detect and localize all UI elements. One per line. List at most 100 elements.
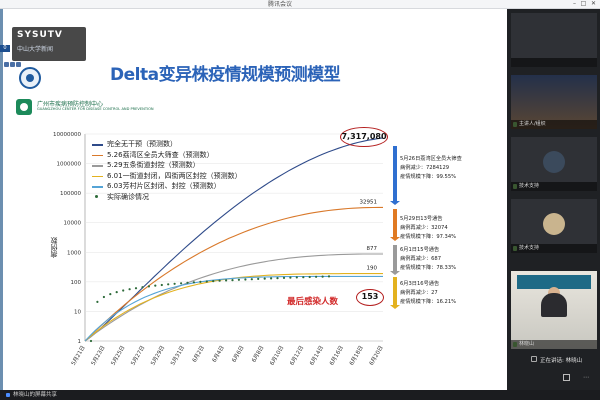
observed-point — [109, 293, 112, 296]
series-line — [84, 137, 384, 342]
observed-point — [295, 276, 298, 279]
participant-tile[interactable]: 林晓山 — [511, 271, 597, 349]
participant-name — [511, 58, 597, 67]
legend-label: 5.29五条街道封控（预测数） — [107, 161, 200, 169]
cdc-name-en: GUANGZHOU CENTER FOR DISEASE CONTROL AND… — [37, 107, 154, 111]
erase-icon[interactable] — [16, 62, 21, 67]
speaker-icon — [531, 356, 537, 362]
x-tick-label: 6月14日 — [308, 345, 325, 367]
maximize-icon[interactable]: □ — [580, 0, 587, 7]
tv-watermark: SYSUTV 中山大学新闻 — [12, 27, 86, 61]
annotation-toolbar[interactable] — [4, 52, 22, 71]
observed-point — [225, 279, 228, 282]
final-infection-value: 153 — [356, 289, 384, 306]
observed-point — [122, 289, 125, 292]
slide-edge — [0, 9, 3, 390]
observed-point — [257, 277, 260, 280]
x-tick-label: 6月20日 — [368, 345, 385, 367]
forecast-chart: 1 10 100 1000 10000 100000 1000000 10000000 5月2… — [53, 132, 400, 367]
observed-point — [244, 278, 247, 281]
no-intervention-callout: 7,317,080 — [340, 127, 388, 147]
observed-point — [302, 276, 305, 279]
legend-label: 5.26荔湾区全员大筛查（预测数） — [107, 150, 214, 159]
legend-item: 完全无干预（预测数） — [92, 139, 292, 150]
observed-point — [96, 300, 99, 303]
series-end-label: 32951 — [360, 199, 378, 205]
participant-tile[interactable] — [511, 13, 597, 67]
final-infection-label: 最后感染人数 — [287, 297, 339, 307]
y-tick-label: 100 — [71, 280, 82, 286]
slide-title: Delta变异株疫情规模预测模型 — [110, 65, 341, 85]
observed-point — [250, 278, 253, 281]
annotation-line: 疫情规模下降：97.34% — [400, 233, 457, 240]
legend-item: 6.01一街道封闭，四街两区封控（预测数） — [92, 171, 292, 182]
annotation-line: 疫情规模下降：78.33% — [400, 264, 457, 271]
participant-tile[interactable]: 技术支持 — [511, 199, 597, 253]
observed-point — [263, 277, 266, 280]
observed-point — [270, 277, 273, 280]
annotation-arrow — [393, 277, 397, 305]
cdc-logo-icon — [16, 99, 32, 115]
participant-tile[interactable]: 主讲人/组织 — [511, 75, 597, 129]
annotation-line: 疫情规模下降：16.21% — [400, 298, 457, 305]
y-tick-label: 10 — [74, 309, 81, 315]
annotation-line: 病例减少：7284129 — [400, 164, 450, 171]
observed-point — [282, 276, 286, 279]
window-title: 腾讯会议 — [268, 1, 293, 8]
annotation-arrow — [393, 146, 397, 201]
observed-point — [276, 277, 279, 280]
series-end-label: 877 — [367, 246, 378, 252]
x-tick-label: 5月31日 — [169, 345, 186, 367]
x-tick-label: 6月4日 — [211, 345, 226, 364]
active-speaker: 正在讲话: 林晓山 — [540, 358, 583, 364]
observed-point — [160, 283, 163, 287]
x-tick-label: 6月12日 — [288, 345, 305, 367]
x-tick-label: 5月23日 — [90, 345, 107, 367]
series-line — [84, 275, 383, 342]
observed-point — [289, 276, 292, 279]
avatar — [543, 151, 565, 173]
pen-icon[interactable] — [4, 62, 9, 67]
legend-label: 完全无干预（预测数） — [107, 140, 177, 148]
participant-tile[interactable]: 技术支持 — [511, 137, 597, 191]
annotation-line: 疫情规模下降：99.55% — [400, 173, 457, 180]
minimize-icon[interactable]: – — [573, 0, 576, 7]
backdrop-screen — [517, 275, 591, 289]
more-icon[interactable]: ⋯ — [583, 374, 589, 381]
observed-point — [115, 291, 118, 294]
chart-legend: 完全无干预（预测数） 5.26荔湾区全员大筛查（预测数） 5.29五条街道封控（… — [92, 139, 292, 202]
x-tick-label: 5月21日 — [70, 345, 87, 367]
observed-point — [199, 280, 202, 283]
expand-icon[interactable] — [563, 374, 570, 381]
x-tick-label: 5月25日 — [110, 345, 127, 367]
observed-point — [237, 278, 240, 281]
observed-point — [147, 285, 150, 288]
annotation-3: 6月1日15号通告 病例再减少：687 疫情规模下降：78.33% — [400, 246, 456, 272]
observed-point — [180, 282, 183, 285]
x-tick-label: 6月6日 — [231, 345, 246, 364]
tv-watermark-subtitle: 中山大学新闻 — [17, 46, 54, 53]
observed-point — [173, 282, 176, 285]
participant-name: 技术支持 — [511, 244, 597, 253]
observed-point — [141, 286, 144, 289]
annotation-2: 5月29日13号通告 病例再减少：32074 疫情规模下降：97.34% — [400, 215, 456, 241]
y-tick-label: 10000000 — [53, 132, 81, 138]
series-line — [84, 253, 383, 342]
legend-item: 实际确诊情况 — [92, 192, 292, 203]
y-axis-label: 病例数 — [50, 237, 58, 258]
x-tick-label: 5月29日 — [149, 345, 166, 367]
close-icon[interactable]: ✕ — [590, 0, 597, 7]
observed-point — [134, 287, 138, 290]
annotation-line: 病例再减少：32074 — [400, 224, 448, 231]
pointer-icon[interactable] — [10, 62, 15, 67]
status-bar: 林晓山的屏幕共享 — [0, 390, 600, 400]
observed-point — [167, 283, 170, 286]
observed-point — [192, 281, 195, 284]
observed-point — [128, 288, 131, 291]
participant-panel: 主讲人/组织 技术支持 技术支持 林晓山 — [507, 9, 600, 390]
slide-corner-badge: 0 — [0, 45, 10, 52]
x-tick-label: 6月2日 — [191, 345, 206, 364]
participant-name: 技术支持 — [511, 182, 597, 191]
annotation-arrowhead — [390, 271, 400, 275]
